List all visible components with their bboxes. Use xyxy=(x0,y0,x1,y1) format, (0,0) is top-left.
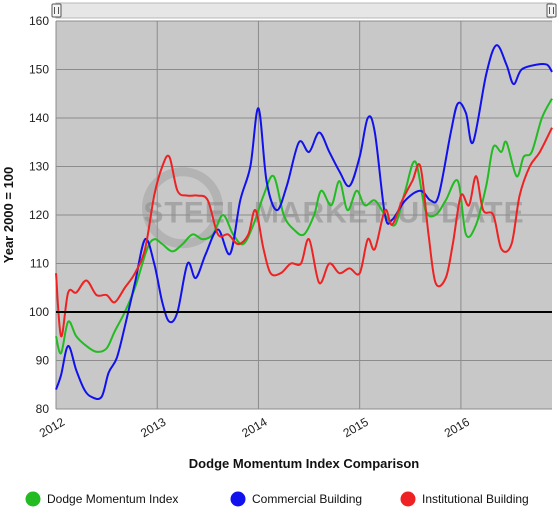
scroll-handle-left[interactable] xyxy=(51,3,62,18)
y-tick-label: 90 xyxy=(36,354,50,368)
y-tick-labels: 80 90 100 110 120 130 140 150 160 xyxy=(29,14,49,416)
scroll-handle-right[interactable] xyxy=(546,3,557,18)
legend-label: Dodge Momentum Index xyxy=(47,492,178,506)
scrollbar[interactable] xyxy=(51,2,557,19)
y-tick-label: 130 xyxy=(29,160,49,174)
y-tick-label: 110 xyxy=(30,257,49,271)
series-group xyxy=(55,44,553,400)
series-line-commercial-building xyxy=(55,44,553,400)
x-tick-label: 2016 xyxy=(442,415,472,441)
y-axis-title: Year 2000 = 100 xyxy=(1,167,16,264)
legend-label: Commercial Building xyxy=(252,492,362,506)
legend-marker xyxy=(230,491,246,507)
legend: Dodge Momentum Index Commercial Building I… xyxy=(25,491,529,507)
y-tick-label: 150 xyxy=(29,63,49,77)
legend-marker xyxy=(400,491,416,507)
series-line-institutional-building xyxy=(55,127,553,338)
y-tick-label: 100 xyxy=(29,305,49,319)
x-tick-label: 2014 xyxy=(239,415,269,441)
scrollbar-track[interactable] xyxy=(55,2,553,19)
legend-marker xyxy=(25,491,41,507)
y-tick-label: 140 xyxy=(29,111,49,125)
x-tick-label: 2015 xyxy=(341,415,371,441)
x-tick-labels: 2012 2013 2014 2015 2016 xyxy=(37,415,472,441)
x-axis-title: Dodge Momentum Index Comparison xyxy=(189,456,419,471)
x-tick-label: 2013 xyxy=(138,415,168,441)
legend-label: Institutional Building xyxy=(422,492,529,506)
y-tick-label: 160 xyxy=(29,14,49,28)
x-tick-label: 2012 xyxy=(37,415,67,441)
y-tick-label: 120 xyxy=(29,208,49,222)
y-tick-label: 80 xyxy=(36,402,50,416)
